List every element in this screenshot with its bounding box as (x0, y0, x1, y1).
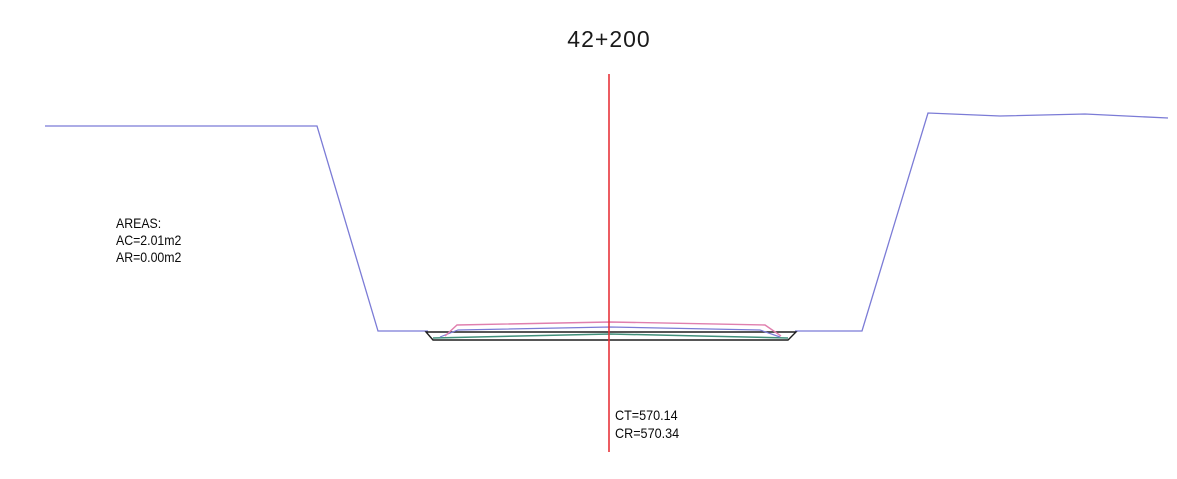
terrain-profile-line-right (795, 112, 1169, 332)
design-elevation-value: CR=570.34 (615, 425, 680, 441)
area-fill-value: AR=0.00m2 (116, 249, 182, 265)
subgrade-line (439, 326, 781, 338)
areas-heading: AREAS: (116, 215, 162, 231)
elevations-block: CT=570.14 CR=570.34 (615, 406, 679, 442)
terrain-elevation-value: CT=570.14 (615, 407, 678, 423)
area-cut-value: AC=2.01m2 (116, 232, 182, 248)
terrain-profile-line (45, 125, 428, 332)
areas-block: AREAS: AC=2.01m2 AR=0.00m2 (116, 215, 181, 266)
station-label: 42+200 (567, 26, 651, 52)
pavement-base-outline (424, 331, 798, 341)
design-surface-line (444, 321, 782, 337)
pavement-layer-line (432, 333, 789, 339)
